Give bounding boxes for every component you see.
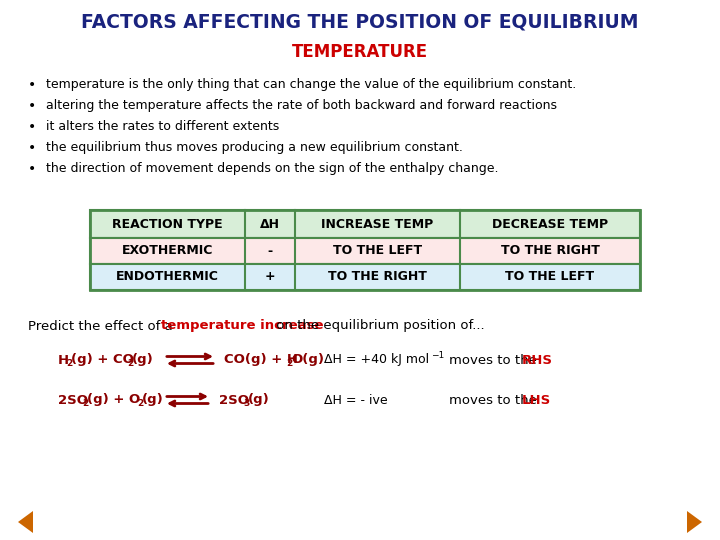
Text: •: • bbox=[28, 162, 36, 176]
Text: 2: 2 bbox=[66, 360, 72, 368]
Text: it alters the rates to different extents: it alters the rates to different extents bbox=[46, 120, 279, 133]
Text: FACTORS AFFECTING THE POSITION OF EQUILIBRIUM: FACTORS AFFECTING THE POSITION OF EQUILI… bbox=[81, 12, 639, 31]
Text: CO(g) + H: CO(g) + H bbox=[224, 354, 298, 367]
Text: on the equilibrium position of...: on the equilibrium position of... bbox=[272, 320, 485, 333]
Text: TEMPERATURE: TEMPERATURE bbox=[292, 43, 428, 61]
Text: 2: 2 bbox=[82, 400, 89, 408]
Text: the direction of movement depends on the sign of the enthalpy change.: the direction of movement depends on the… bbox=[46, 162, 498, 175]
Text: ΔH = - ive: ΔH = - ive bbox=[324, 394, 387, 407]
Text: DECREASE TEMP: DECREASE TEMP bbox=[492, 218, 608, 231]
Text: +: + bbox=[265, 271, 275, 284]
Text: ENDOTHERMIC: ENDOTHERMIC bbox=[116, 271, 219, 284]
Bar bbox=[90, 210, 640, 238]
Text: 2: 2 bbox=[137, 400, 143, 408]
Text: (g) + O: (g) + O bbox=[87, 394, 140, 407]
Text: RHS: RHS bbox=[522, 354, 553, 367]
Text: TO THE RIGHT: TO THE RIGHT bbox=[328, 271, 427, 284]
Text: moves to the: moves to the bbox=[449, 354, 541, 367]
Text: 2SO: 2SO bbox=[58, 394, 88, 407]
Text: ΔH = +40 kJ mol: ΔH = +40 kJ mol bbox=[324, 354, 429, 367]
Text: ΔH: ΔH bbox=[260, 218, 280, 231]
Text: Predict the effect of a: Predict the effect of a bbox=[28, 320, 177, 333]
Text: •: • bbox=[28, 141, 36, 155]
Text: 2: 2 bbox=[127, 360, 133, 368]
Text: TO THE LEFT: TO THE LEFT bbox=[333, 245, 422, 258]
Text: temperature is the only thing that can change the value of the equilibrium const: temperature is the only thing that can c… bbox=[46, 78, 576, 91]
Bar bbox=[90, 264, 640, 290]
Text: 2SO: 2SO bbox=[219, 394, 249, 407]
Text: (g) + CO: (g) + CO bbox=[71, 354, 134, 367]
Text: H: H bbox=[58, 354, 69, 367]
Text: 2: 2 bbox=[286, 360, 292, 368]
Text: moves to the: moves to the bbox=[449, 394, 541, 407]
Text: (g): (g) bbox=[142, 394, 163, 407]
Text: TO THE LEFT: TO THE LEFT bbox=[505, 271, 595, 284]
Text: LHS: LHS bbox=[522, 394, 552, 407]
Bar bbox=[90, 238, 640, 264]
Text: •: • bbox=[28, 120, 36, 134]
Text: O(g): O(g) bbox=[291, 354, 324, 367]
Text: 3: 3 bbox=[243, 400, 249, 408]
Polygon shape bbox=[18, 511, 33, 533]
Text: (g): (g) bbox=[132, 354, 154, 367]
Text: altering the temperature affects the rate of both backward and forward reactions: altering the temperature affects the rat… bbox=[46, 99, 557, 112]
Text: temperature increase: temperature increase bbox=[161, 320, 324, 333]
Text: (g): (g) bbox=[248, 394, 270, 407]
Text: •: • bbox=[28, 99, 36, 113]
Text: EXOTHERMIC: EXOTHERMIC bbox=[122, 245, 213, 258]
Bar bbox=[90, 210, 640, 290]
Text: TO THE RIGHT: TO THE RIGHT bbox=[500, 245, 600, 258]
Polygon shape bbox=[687, 511, 702, 533]
Text: REACTION TYPE: REACTION TYPE bbox=[112, 218, 222, 231]
Text: −1: −1 bbox=[431, 350, 444, 360]
Text: •: • bbox=[28, 78, 36, 92]
Text: INCREASE TEMP: INCREASE TEMP bbox=[321, 218, 433, 231]
Text: -: - bbox=[267, 245, 273, 258]
Text: the equilibrium thus moves producing a new equilibrium constant.: the equilibrium thus moves producing a n… bbox=[46, 141, 463, 154]
